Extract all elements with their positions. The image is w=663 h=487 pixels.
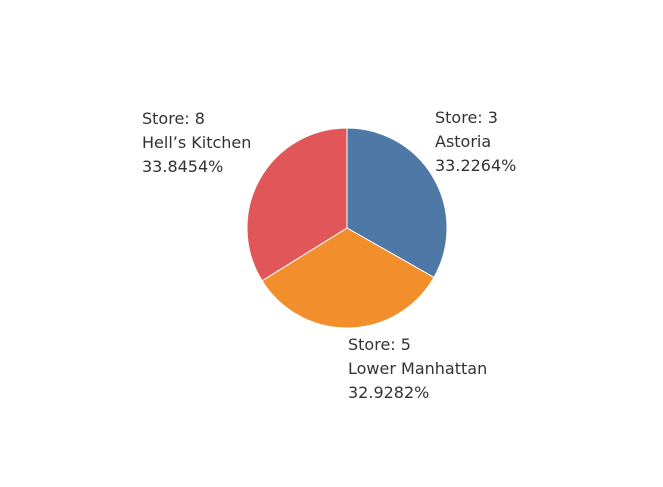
slice-store-label: Store: 8 bbox=[142, 109, 205, 128]
slice-label-3: Store: 8 Hell’s Kitchen 33.8454% bbox=[142, 109, 251, 176]
slice-label-1: Store: 3 Astoria 33.2264% bbox=[435, 108, 516, 175]
slice-location-label: Astoria bbox=[435, 132, 491, 151]
slice-location-label: Lower Manhattan bbox=[348, 359, 487, 378]
slice-percent-label: 33.8454% bbox=[142, 157, 223, 176]
pie-labels: Store: 3 Astoria 33.2264% Store: 5 Lower Man… bbox=[142, 108, 516, 402]
pie-slice-1[interactable] bbox=[346, 127, 448, 279]
slice-percent-label: 32.9282% bbox=[348, 383, 429, 402]
slice-percent-label: 33.2264% bbox=[435, 156, 516, 175]
slice-store-label: Store: 3 bbox=[435, 108, 498, 127]
slice-location-label: Hell’s Kitchen bbox=[142, 133, 251, 152]
pie-slice-3[interactable] bbox=[246, 127, 348, 282]
pie-slices bbox=[246, 127, 448, 329]
pie-slice-2[interactable] bbox=[261, 227, 435, 329]
slice-label-2: Store: 5 Lower Manhattan 32.9282% bbox=[348, 335, 487, 402]
slice-store-label: Store: 5 bbox=[348, 335, 411, 354]
